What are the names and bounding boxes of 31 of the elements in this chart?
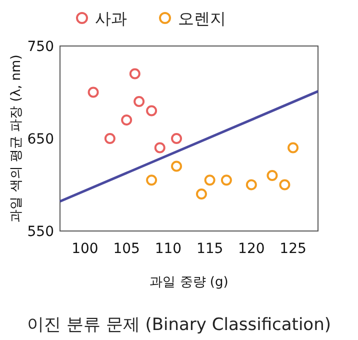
y-tick-label: 550 [27, 224, 54, 240]
point [134, 96, 145, 107]
x-tick-label: 100 [72, 241, 98, 257]
point [146, 174, 158, 186]
y-axis-title: 과일 색의 평균 파장 (λ, nm) [9, 54, 24, 222]
point [146, 105, 158, 116]
point [104, 133, 116, 144]
x-axis-title: 과일 중량 (g) [150, 275, 228, 290]
point [154, 142, 166, 154]
point [204, 174, 216, 186]
point [266, 170, 278, 181]
x-tick-label: 120 [238, 241, 265, 257]
legend-label: 사과 [95, 9, 127, 28]
point [171, 160, 182, 172]
point [121, 114, 132, 126]
point [88, 86, 99, 98]
y-tick-label: 750 [27, 39, 54, 55]
point [279, 179, 290, 190]
y-tick-label: 650 [27, 132, 54, 148]
point [196, 188, 207, 200]
x-tick-label: 110 [154, 241, 182, 257]
point [246, 179, 257, 190]
x-tick-label: 125 [280, 241, 306, 257]
point [288, 142, 299, 154]
x-tick-label: 105 [113, 241, 140, 257]
point [171, 133, 182, 144]
text: 이진 분류 문제 (Binary Classification) [27, 315, 331, 335]
x-tick-label: 115 [196, 241, 224, 257]
point [220, 174, 232, 186]
point [129, 68, 140, 80]
legend-label: 오렌지 [178, 9, 226, 28]
